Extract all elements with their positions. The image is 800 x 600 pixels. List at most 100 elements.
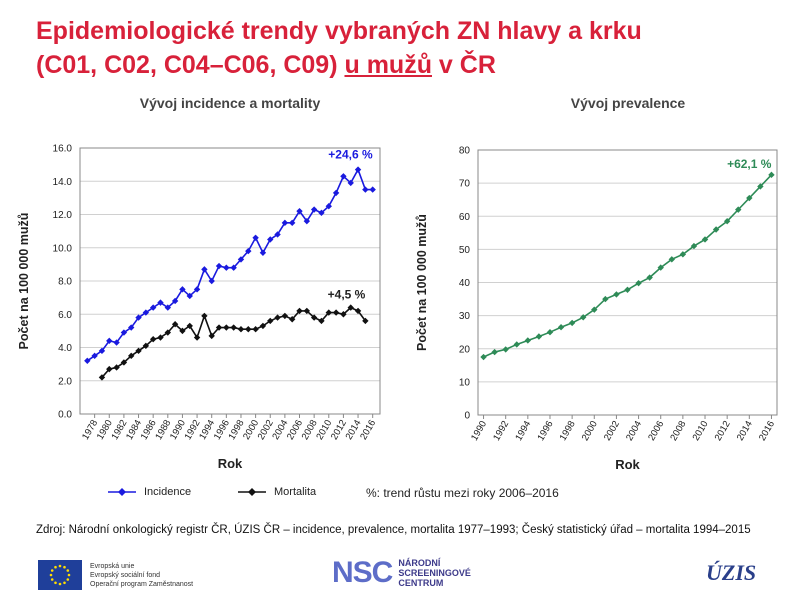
data-point	[354, 307, 362, 315]
x-tick-label: 2014	[735, 419, 755, 443]
data-point	[310, 314, 318, 321]
data-point	[646, 274, 653, 281]
eu-line-2: Evropský sociální fond	[90, 571, 161, 579]
data-point	[171, 297, 179, 305]
data-point	[237, 256, 245, 263]
data-point	[120, 329, 128, 336]
data-point	[690, 242, 698, 250]
data-point	[513, 341, 520, 348]
eu-line-3: Operační program Zaměstnanost	[90, 580, 194, 588]
series-line	[86, 167, 373, 362]
nsc-line-3: CENTRUM	[398, 578, 444, 588]
y-tick-label: 2.0	[58, 376, 72, 387]
data-point	[179, 286, 186, 293]
data-point	[679, 251, 687, 258]
data-point	[274, 314, 281, 321]
data-point	[332, 309, 340, 316]
data-point	[142, 309, 150, 316]
data-point	[602, 295, 609, 303]
x-tick-label: 2006	[646, 419, 666, 443]
title-codes: (C01, C02, C04–C06, C09)	[36, 51, 345, 79]
nsc-line-2: SCREENINGOVÉ	[398, 568, 471, 578]
trend-note: %: trend růstu mezi roky 2006–2016	[366, 486, 559, 500]
nsc-logo-block: NSC NÁRODNÍ SCREENINGOVÉ CENTRUM	[332, 556, 471, 590]
data-point	[201, 266, 208, 273]
data-point	[193, 334, 201, 341]
x-tick-label: 1996	[535, 419, 555, 443]
plot-frame	[79, 147, 381, 415]
data-point	[91, 352, 98, 360]
nsc-logo: NSC	[332, 556, 393, 589]
legend-incidence-label: Incidence	[144, 486, 192, 498]
y-tick-label: 70	[459, 179, 471, 190]
title-country: v ČR	[431, 51, 496, 79]
y-tick-label: 0	[464, 411, 470, 422]
data-point	[149, 335, 157, 343]
data-point	[113, 364, 120, 371]
data-point	[746, 194, 753, 202]
data-point	[215, 262, 223, 270]
y-tick-label: 10.0	[53, 243, 73, 254]
nsc-text: NÁRODNÍ SCREENINGOVÉ CENTRUM	[398, 558, 471, 588]
data-point	[712, 226, 720, 233]
data-point	[354, 166, 362, 173]
y-axis-label: Počet na 100 000 mužů	[415, 214, 429, 351]
data-point	[568, 319, 576, 327]
data-point	[310, 206, 318, 213]
data-point	[245, 247, 252, 255]
data-point	[259, 249, 267, 256]
data-point	[524, 337, 532, 344]
eu-flag-icon	[38, 560, 82, 590]
y-tick-label: 80	[459, 146, 471, 157]
data-point	[347, 179, 354, 187]
data-point	[768, 171, 775, 179]
data-point	[735, 206, 742, 213]
data-point	[128, 324, 135, 331]
data-point	[591, 306, 598, 313]
data-point	[237, 326, 245, 333]
data-point	[580, 314, 587, 321]
x-tick-label: 2010	[691, 419, 711, 443]
data-point	[723, 218, 731, 225]
data-point	[267, 317, 274, 325]
charts-canvas: 0.02.04.06.08.010.012.014.016.0197819801…	[17, 144, 778, 472]
legend-incidence-marker	[108, 488, 136, 496]
data-point	[98, 347, 106, 355]
data-point	[701, 236, 709, 243]
data-point	[318, 209, 325, 217]
data-point	[325, 309, 332, 316]
y-axis-label: Počet na 100 000 mužů	[17, 213, 31, 350]
y-tick-label: 30	[459, 311, 471, 322]
trend-annotation: +4,5 %	[328, 288, 366, 302]
data-point	[347, 304, 354, 311]
data-point	[208, 332, 215, 340]
y-tick-label: 16.0	[53, 144, 73, 155]
data-point	[557, 324, 565, 331]
data-point	[84, 357, 91, 364]
data-point	[274, 231, 281, 238]
data-point	[230, 264, 237, 271]
data-point	[106, 337, 113, 345]
title-line-2: (C01, C02, C04–C06, C09) u mužů v ČR	[36, 48, 776, 82]
legend-mortality: Mortalita	[238, 486, 316, 498]
eu-text: Evropská unie Evropský sociální fond Ope…	[90, 562, 193, 589]
data-point	[120, 359, 128, 366]
data-point	[757, 183, 764, 190]
nsc-line-1: NÁRODNÍ	[398, 558, 441, 568]
data-point	[613, 291, 620, 298]
data-point	[223, 324, 230, 331]
data-point	[135, 314, 142, 321]
y-tick-label: 4.0	[58, 343, 72, 354]
data-point	[245, 326, 252, 333]
data-point	[296, 207, 303, 215]
data-point	[252, 326, 259, 333]
data-point	[106, 365, 113, 373]
data-point	[186, 322, 193, 330]
uzis-logo: ÚZIS	[706, 560, 757, 585]
series-line	[101, 306, 367, 378]
data-point	[223, 264, 230, 271]
y-tick-label: 40	[459, 278, 471, 289]
legend-mortality-marker	[238, 488, 266, 496]
data-point	[142, 342, 150, 350]
chart1-title: Vývoj incidence a mortality	[139, 95, 321, 111]
